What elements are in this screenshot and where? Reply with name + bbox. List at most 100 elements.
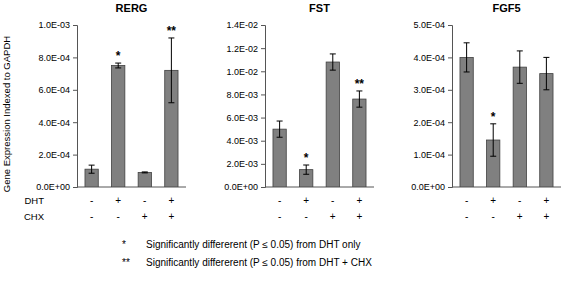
error-bar-cap [543, 57, 549, 58]
error-bar-cap [303, 174, 309, 175]
x-tick-label: - [465, 211, 468, 222]
x-tick-label: + [543, 195, 549, 206]
error-bar-stem [332, 54, 333, 70]
panel: FST0.0E+002.0E-034.0E-036.0E-038.0E-031.… [224, 2, 374, 222]
error-bar-cap [168, 102, 174, 103]
error-bar [356, 91, 362, 107]
y-tick: 1.4E-02 [226, 20, 265, 30]
category-level-label: CHX [24, 211, 45, 222]
y-tick: 1.0E-04 [413, 150, 452, 160]
panel: RERG0.0E+002.0E-044.0E-046.0E-048.0E-041… [36, 2, 186, 222]
y-tick: 2.0E-04 [38, 150, 77, 160]
bar [513, 67, 526, 187]
error-bar-cap [115, 67, 121, 68]
y-tick-label: 1.4E-02 [226, 20, 258, 30]
error-bar-stem [466, 43, 467, 72]
x-tick-label: - [117, 211, 120, 222]
error-bar-cap [89, 165, 95, 166]
error-bar [89, 165, 95, 173]
x-tick-label: - [492, 211, 495, 222]
x-tick-label: - [331, 195, 334, 206]
y-tick-mark [73, 90, 77, 91]
y-tick: 1.0E-03 [38, 20, 77, 30]
category-level-label: DHT [24, 195, 44, 206]
x-tick-label: - [278, 195, 281, 206]
y-tick-label: 0.0E+00 [36, 182, 70, 192]
error-bar-cap [89, 173, 95, 174]
x-tick-label: + [543, 211, 549, 222]
footnote-text: Significantly differerent (P ≤ 0.05) fro… [146, 257, 372, 268]
y-tick: 6.0E-04 [38, 85, 77, 95]
x-tick-label: - [305, 211, 308, 222]
y-tick-mark [261, 118, 265, 119]
x-tick-label: + [303, 195, 309, 206]
bar [138, 172, 151, 187]
error-bar-stem [359, 91, 360, 107]
error-bar [277, 121, 283, 137]
bar [273, 129, 286, 187]
error-bar [464, 43, 470, 72]
error-bar-stem [306, 165, 307, 174]
y-tick-mark [73, 155, 77, 156]
y-tick-label: 4.0E-03 [226, 136, 258, 146]
significance-marker: * [491, 110, 496, 124]
bar [353, 99, 366, 187]
y-tick: 4.0E-04 [38, 118, 77, 128]
error-bar-cap [330, 53, 336, 54]
y-tick-mark [261, 94, 265, 95]
x-tick-label: + [168, 211, 174, 222]
error-bar-stem [546, 57, 547, 89]
y-tick: 2.0E-04 [413, 118, 452, 128]
y-tick-label: 2.0E-03 [226, 159, 258, 169]
error-bar [490, 124, 496, 156]
significance-marker: * [304, 151, 309, 165]
y-tick: 0.0E+00 [411, 182, 452, 192]
y-tick-mark [73, 25, 77, 26]
y-tick-label: 5.0E-04 [413, 20, 445, 30]
significance-marker: ** [355, 77, 365, 91]
y-tick: 5.0E-04 [413, 20, 452, 30]
plot-area [460, 43, 553, 187]
y-tick-mark [261, 71, 265, 72]
x-tick-label: + [356, 211, 362, 222]
error-bar-stem [519, 51, 520, 83]
y-tick-mark [261, 48, 265, 49]
y-tick: 6.0E-03 [226, 113, 265, 123]
y-tick-label: 4.0E-04 [38, 118, 70, 128]
x-tick-label: + [115, 195, 121, 206]
y-tick-label: 0.0E+00 [224, 182, 258, 192]
error-bar [543, 57, 549, 89]
y-tick-mark [73, 57, 77, 58]
footnote-text: Significantly differerent (P ≤ 0.05) fro… [146, 239, 360, 250]
error-bar-cap [517, 50, 523, 51]
significance-marker: ** [167, 24, 177, 38]
footnote-symbol: ** [122, 257, 130, 268]
plot-area [85, 38, 178, 187]
error-bar-cap [490, 156, 496, 157]
y-tick-label: 1.2E-02 [226, 44, 258, 54]
y-tick-label: 1.0E-03 [38, 20, 70, 30]
y-tick: 8.0E-04 [38, 53, 77, 63]
bar [112, 66, 125, 188]
y-tick-mark [448, 155, 452, 156]
y-axis-line [73, 26, 78, 188]
chart-title: FGF5 [492, 2, 520, 14]
y-tick-label: 2.0E-04 [38, 150, 70, 160]
y-tick: 2.0E-03 [226, 159, 265, 169]
y-tick-label: 2.0E-04 [413, 118, 445, 128]
error-bar-cap [277, 121, 283, 122]
x-tick-label: - [143, 195, 146, 206]
y-tick: 4.0E-04 [413, 53, 452, 63]
y-tick-mark [73, 122, 77, 123]
panel: FGF50.0E+001.0E-042.0E-043.0E-044.0E-045… [411, 2, 561, 222]
y-tick-label: 1.0E-04 [413, 150, 445, 160]
error-bar-cap [464, 42, 470, 43]
bar [460, 57, 473, 187]
y-tick-mark [448, 187, 452, 188]
y-axis: 0.0E+002.0E-034.0E-036.0E-038.0E-031.0E-… [224, 20, 265, 192]
error-bar [168, 38, 174, 103]
error-bar-stem [118, 63, 119, 68]
y-tick: 8.0E-03 [226, 90, 265, 100]
error-bar [517, 51, 523, 83]
x-tick-label: - [90, 195, 93, 206]
